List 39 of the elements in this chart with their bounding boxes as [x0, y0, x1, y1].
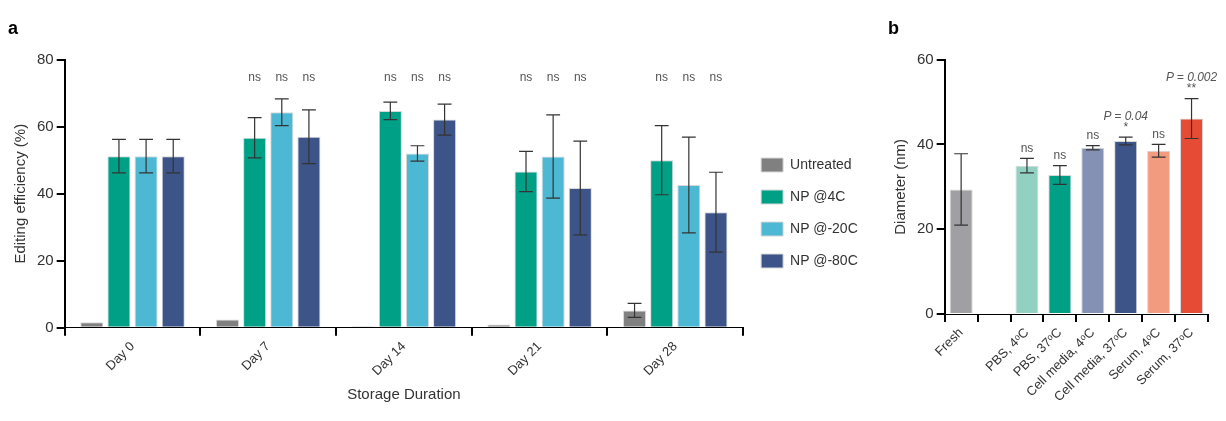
y-tick-label: 20: [917, 219, 934, 237]
x-tick-label: Day 28: [640, 338, 680, 379]
x-tick-label: Day 7: [238, 338, 273, 374]
y-tick-label: 60: [37, 116, 54, 134]
annotation: ns: [1020, 140, 1034, 155]
annotation: ns: [1086, 128, 1100, 143]
annotation: ns: [709, 69, 723, 84]
y-tick-label: 60: [917, 49, 934, 67]
legend-label: NP @-80C: [790, 251, 858, 268]
y-tick-label: 20: [37, 250, 54, 268]
legend-label: NP @-20C: [790, 219, 858, 236]
annotation: ns: [655, 69, 669, 84]
annotation: ns: [546, 69, 560, 84]
y-axis-title: Editing efficiency (%): [11, 123, 29, 264]
annotation: ns: [1053, 147, 1067, 162]
x-tick-label: Day 0: [102, 338, 138, 374]
annotation: ns: [275, 69, 289, 84]
x-tick-label: Day 14: [368, 338, 409, 379]
chart-title: a: [8, 17, 19, 38]
legend-label: Untreated: [790, 155, 852, 172]
annotation: ns: [411, 69, 424, 84]
annotation: ns: [1152, 126, 1165, 141]
annotation: ns: [573, 69, 587, 84]
y-tick-label: 80: [37, 49, 54, 67]
chart-title: b: [888, 17, 899, 38]
y-tick-label: 40: [37, 183, 54, 201]
annotation: ns: [519, 69, 533, 84]
annotation: ns: [302, 69, 316, 84]
y-axis-title: Diameter (nm): [891, 138, 909, 235]
legend-label: NP @4C: [790, 187, 846, 204]
y-tick-label: 0: [925, 304, 934, 322]
annotation: ns: [383, 69, 397, 84]
x-axis-title: Storage Duration: [347, 385, 461, 403]
annotation: ns: [438, 69, 451, 84]
y-tick-label: 40: [917, 134, 934, 152]
annotation: ns: [248, 69, 261, 84]
x-tick-label: Day 21: [504, 338, 545, 379]
annotation: ns: [682, 69, 696, 84]
y-tick-label: 0: [45, 317, 54, 335]
